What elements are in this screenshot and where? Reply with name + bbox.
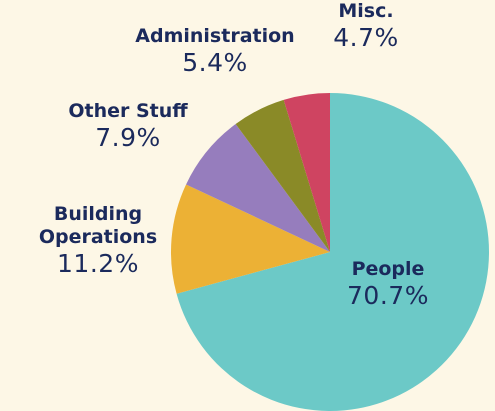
category-label: Misc. <box>338 0 394 22</box>
value-label: 11.2% <box>57 248 139 278</box>
value-label: 4.7% <box>333 22 399 52</box>
pie-slice <box>176 93 489 411</box>
slice-label: Building Operations 11.2% <box>28 203 168 279</box>
category-label: Other Stuff <box>68 100 188 122</box>
value-label: 7.9% <box>95 122 161 152</box>
category-label: People <box>351 258 425 280</box>
pie-slice <box>171 184 330 294</box>
category-label: Building Operations <box>38 203 158 248</box>
category-label: Administration <box>135 25 295 47</box>
slice-label: Other Stuff 7.9% <box>48 100 208 153</box>
slice-label: Administration 5.4% <box>115 25 315 78</box>
slice-label: People 70.7% <box>328 258 448 311</box>
value-label: 70.7% <box>347 280 429 310</box>
pie-slice <box>283 93 330 252</box>
value-label: 5.4% <box>182 47 248 77</box>
pie-slice <box>186 124 330 252</box>
pie-slice <box>235 99 330 252</box>
slice-label: Misc. 4.7% <box>326 0 406 53</box>
